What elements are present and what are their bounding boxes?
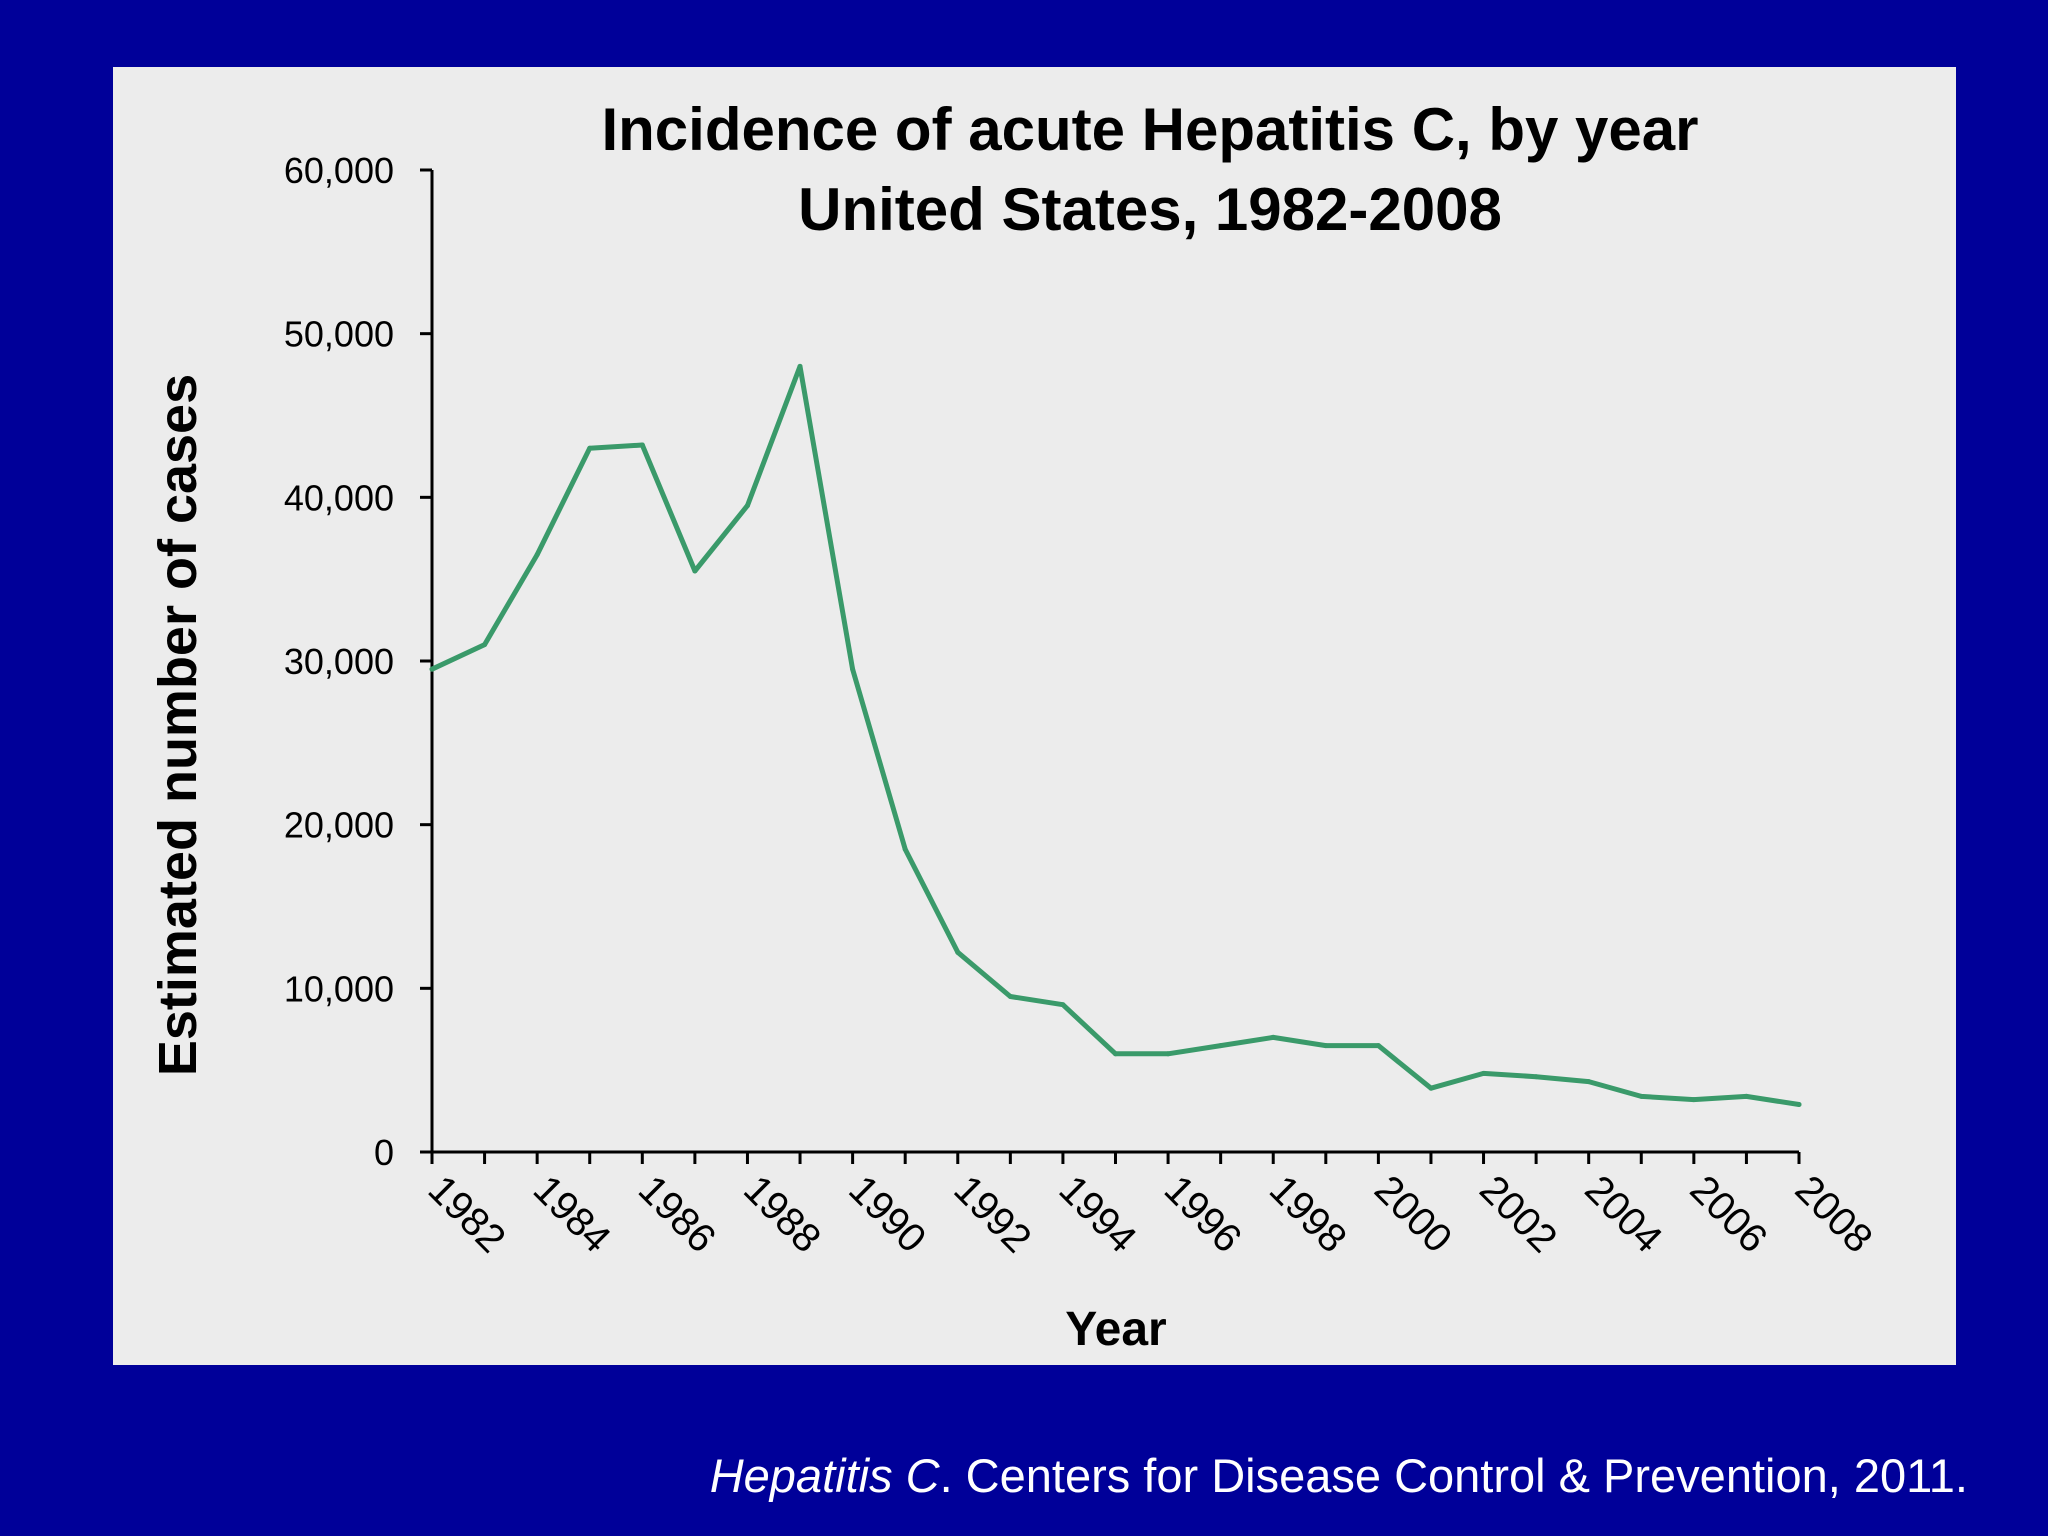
citation-source: . Centers for Disease Control & Preventi…	[939, 1449, 1968, 1502]
data-point	[1375, 1043, 1381, 1049]
data-point	[1796, 1102, 1802, 1108]
y-tick-label: 60,000	[284, 150, 394, 191]
x-tick-label: 1992	[945, 1167, 1039, 1261]
data-point	[1218, 1043, 1224, 1049]
data-point	[1743, 1093, 1749, 1099]
data-point	[639, 442, 645, 448]
y-tick-label: 10,000	[284, 968, 394, 1009]
data-point	[1323, 1043, 1329, 1049]
data-point	[955, 949, 961, 955]
data-point	[482, 642, 488, 648]
x-tick-label: 2008	[1787, 1167, 1881, 1261]
x-tick-label: 2002	[1471, 1167, 1565, 1261]
data-point	[587, 445, 593, 451]
x-tick-label: 1988	[735, 1167, 829, 1261]
data-point	[1060, 1002, 1066, 1008]
series-line	[429, 363, 1802, 1107]
data-point	[1533, 1074, 1539, 1080]
data-point	[1165, 1051, 1171, 1057]
y-tick-label: 40,000	[284, 477, 394, 518]
data-point	[1113, 1051, 1118, 1057]
data-point	[1638, 1093, 1644, 1099]
x-axis-label: Year	[1065, 1303, 1166, 1356]
chart-title: Incidence of acute Hepatitis C, by year	[601, 96, 1698, 163]
y-tick-label: 0	[374, 1132, 394, 1173]
x-tick-label: 1998	[1261, 1167, 1355, 1261]
x-tick-label: 2004	[1576, 1167, 1670, 1261]
data-point	[1691, 1097, 1697, 1103]
data-point	[797, 363, 803, 369]
data-point	[1586, 1079, 1592, 1085]
y-axis-label: Estimated number of cases	[148, 374, 208, 1076]
x-tick-label: 1996	[1156, 1167, 1250, 1261]
x-tick-label: 1984	[525, 1167, 619, 1261]
data-point	[1270, 1034, 1276, 1040]
chart-subtitle: United States, 1982-2008	[798, 176, 1502, 243]
data-point	[1481, 1070, 1487, 1076]
data-point	[534, 552, 540, 558]
data-point	[692, 568, 698, 574]
x-tick-label: 1986	[630, 1167, 724, 1261]
citation-title: Hepatitis C	[709, 1449, 940, 1502]
data-point	[850, 666, 856, 672]
x-tick-label: 1994	[1051, 1167, 1145, 1261]
data-point	[744, 503, 750, 509]
y-tick-label: 50,000	[284, 314, 394, 355]
data-point	[1428, 1085, 1434, 1091]
x-tick-label: 1982	[420, 1167, 514, 1261]
y-tick-label: 20,000	[284, 805, 394, 846]
data-point	[429, 666, 435, 672]
x-tick-label: 2000	[1366, 1167, 1460, 1261]
data-point	[902, 846, 908, 852]
chart-panel	[113, 67, 1956, 1365]
x-tick-label: 1990	[840, 1167, 934, 1261]
y-tick-label: 30,000	[284, 641, 394, 682]
x-tick-label: 2006	[1681, 1167, 1775, 1261]
data-point	[1007, 994, 1013, 1000]
citation: Hepatitis C. Centers for Disease Control…	[710, 1448, 1968, 1503]
